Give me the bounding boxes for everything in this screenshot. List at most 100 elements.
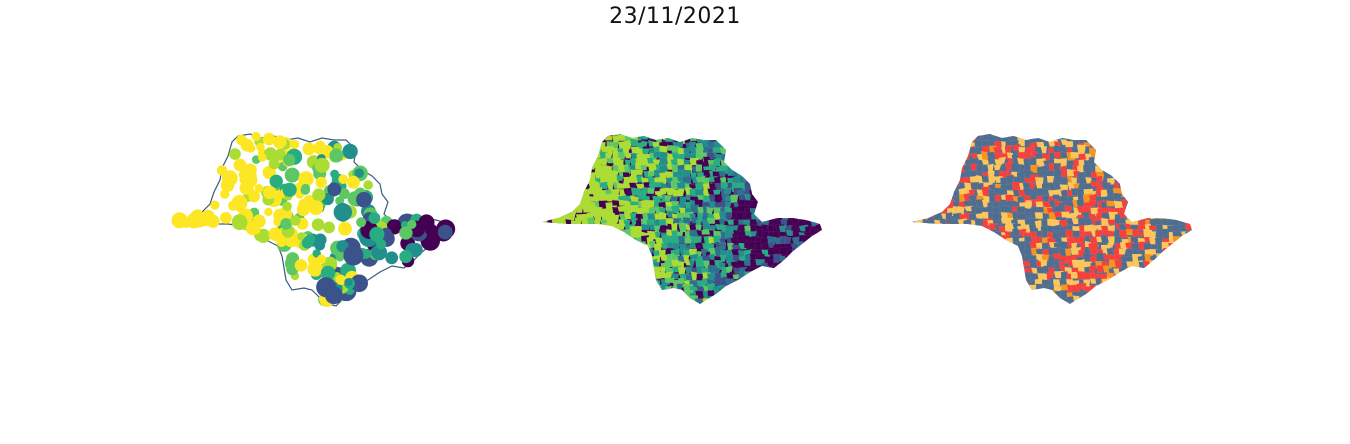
municipality-cell — [1000, 249, 1009, 256]
municipality-cell — [562, 200, 573, 208]
municipality-cell — [1000, 284, 1008, 292]
municipality-cell — [695, 235, 702, 243]
municipality-cell — [829, 194, 837, 200]
municipality-cell — [574, 193, 582, 200]
municipality-cell — [713, 140, 725, 148]
municipality-cell — [945, 212, 953, 221]
municipality-cell — [785, 224, 792, 231]
municipality-cell — [833, 146, 840, 154]
municipality-cell — [756, 271, 764, 281]
municipality-bubble — [350, 274, 368, 293]
municipality-cell — [835, 202, 840, 210]
municipality-cell — [713, 303, 721, 304]
municipality-cell — [737, 134, 746, 142]
municipality-cell — [1162, 271, 1172, 280]
municipality-cell — [796, 206, 807, 214]
municipality-cell — [816, 163, 822, 171]
municipality-cell — [1168, 265, 1178, 274]
municipality-cell — [601, 157, 608, 166]
municipality-cell — [1161, 194, 1169, 205]
municipality-bubble — [301, 237, 313, 249]
municipality-cell — [612, 302, 624, 304]
municipality-cell — [1125, 177, 1134, 186]
municipality-cell — [1190, 139, 1192, 148]
municipality-cell — [664, 290, 674, 300]
municipality-cell — [933, 297, 941, 304]
municipality-cell — [915, 134, 926, 136]
municipality-cell — [581, 170, 592, 178]
municipality-cell — [827, 189, 834, 196]
municipality-cell — [755, 134, 765, 138]
municipality-cell — [667, 303, 678, 304]
municipality-cell — [648, 134, 657, 140]
municipality-cell — [658, 301, 666, 304]
municipality-cell — [724, 186, 733, 195]
municipality-cell — [929, 194, 940, 201]
municipality-bubble — [335, 252, 345, 262]
municipality-cell — [1024, 310, 1031, 318]
municipality-cell — [618, 277, 629, 288]
municipality-cell — [993, 242, 1002, 251]
municipality-cell — [828, 295, 838, 303]
municipality-cell — [1150, 205, 1159, 215]
municipality-cell — [1180, 290, 1188, 298]
municipality-cell — [1174, 265, 1183, 272]
municipality-cell — [767, 310, 777, 316]
municipality-cell — [1113, 277, 1121, 285]
municipality-cell — [1138, 294, 1147, 303]
municipality-cell — [748, 139, 758, 146]
municipality-cell — [786, 296, 794, 304]
municipality-bubble — [284, 167, 300, 183]
municipality-cell — [1089, 248, 1098, 256]
municipality-cell — [581, 134, 590, 138]
municipality-cell — [1089, 302, 1097, 304]
municipality-cell — [762, 151, 771, 161]
municipality-cell — [1011, 163, 1021, 171]
municipality-bubble — [330, 169, 339, 179]
municipality-cell — [618, 258, 629, 268]
municipality-cell — [563, 176, 571, 184]
municipality-cell — [827, 274, 833, 283]
municipality-cell — [980, 267, 990, 277]
municipality-cell — [1162, 284, 1172, 294]
municipality-cell — [767, 188, 778, 197]
municipality-cell — [750, 181, 758, 189]
municipality-cell — [1173, 151, 1183, 161]
municipality-cell — [1179, 194, 1189, 201]
municipality-cell — [950, 272, 960, 282]
municipality-cell — [767, 301, 778, 304]
municipality-cell — [1059, 184, 1069, 191]
municipality-cell — [809, 260, 818, 266]
municipality-cell — [1016, 206, 1025, 214]
municipality-cell — [1149, 147, 1158, 156]
municipality-bubble — [290, 215, 301, 226]
municipality-cell — [804, 200, 815, 209]
municipality-cell — [1011, 134, 1020, 137]
municipality-cell — [1148, 267, 1158, 275]
municipality-cell — [821, 139, 822, 148]
municipality-cell — [1137, 277, 1146, 288]
municipality-cell — [798, 201, 807, 209]
municipality-cell — [915, 308, 924, 317]
municipality-cell — [599, 235, 608, 242]
municipality-cell — [1029, 134, 1037, 137]
municipality-cell — [1048, 303, 1056, 304]
municipality-cell — [688, 301, 699, 304]
municipality-cell — [958, 153, 967, 163]
municipality-cell — [730, 301, 739, 304]
municipality-cell — [988, 308, 997, 315]
municipality-cell — [745, 291, 755, 300]
municipality-cell — [1019, 297, 1029, 304]
municipality-cell — [1185, 252, 1192, 261]
municipality-cell — [1131, 188, 1140, 199]
municipality-cell — [1173, 274, 1182, 280]
municipality-cell — [929, 290, 938, 297]
municipality-cell — [780, 157, 788, 165]
municipality-cell — [562, 230, 573, 238]
municipality-cell — [736, 260, 746, 268]
municipality-cell — [542, 284, 551, 294]
municipality-cell — [718, 134, 726, 137]
municipality-cell — [969, 283, 977, 295]
municipality-cell — [804, 192, 814, 202]
municipality-cell — [564, 224, 575, 231]
